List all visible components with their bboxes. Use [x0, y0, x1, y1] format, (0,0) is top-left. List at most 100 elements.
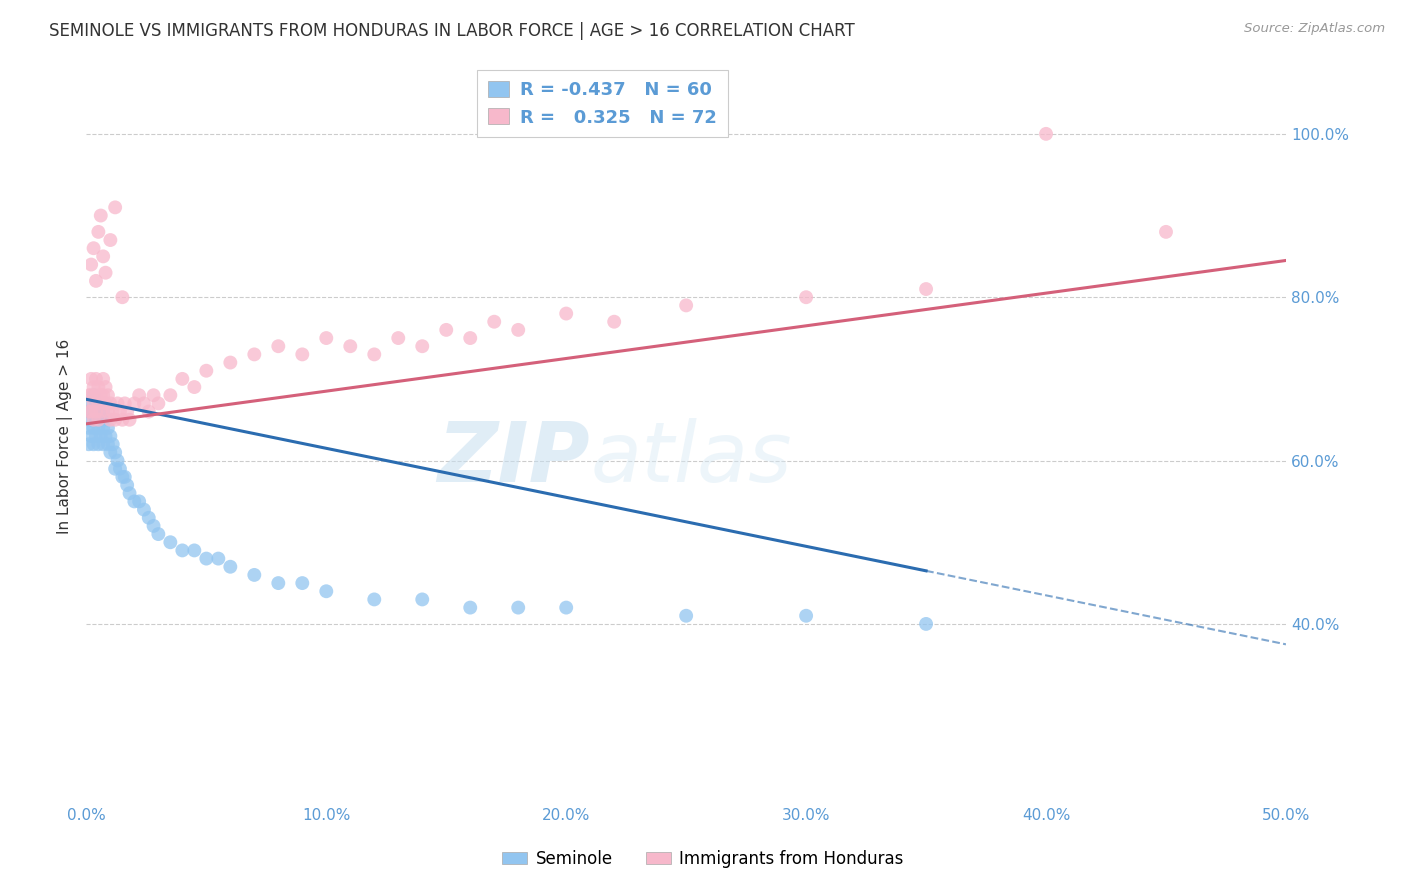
Point: [77, 388, 100, 402]
Point: [80, 413, 103, 427]
Point: [94, 413, 117, 427]
Point: [97, 421, 120, 435]
Text: ZIP: ZIP: [437, 417, 591, 499]
Point: [108, 461, 131, 475]
Point: [315, 584, 337, 599]
Point: [183, 380, 205, 394]
Point: [315, 331, 337, 345]
Point: [172, 372, 194, 386]
Point: [77, 421, 100, 435]
Point: [291, 347, 314, 361]
Point: [80, 258, 103, 272]
Point: [80, 404, 103, 418]
Point: [91, 249, 114, 263]
Point: [94, 266, 117, 280]
Point: [83, 388, 105, 402]
Point: [90, 209, 112, 223]
Point: [91, 404, 114, 418]
Point: [84, 274, 107, 288]
Point: [555, 307, 578, 321]
Text: SEMINOLE VS IMMIGRANTS FROM HONDURAS IN LABOR FORCE | AGE > 16 CORRELATION CHART: SEMINOLE VS IMMIGRANTS FROM HONDURAS IN …: [49, 22, 855, 40]
Point: [195, 364, 218, 378]
Point: [291, 576, 314, 591]
Point: [90, 404, 112, 418]
Point: [142, 388, 165, 402]
Point: [91, 437, 114, 451]
Point: [363, 592, 385, 607]
Point: [104, 461, 127, 475]
Point: [80, 396, 103, 410]
Point: [87, 225, 110, 239]
Point: [101, 404, 124, 418]
Point: [124, 396, 146, 410]
Point: [98, 396, 121, 410]
Point: [107, 453, 129, 467]
Point: [90, 388, 112, 402]
Point: [124, 494, 146, 508]
Point: [267, 576, 290, 591]
Point: [94, 396, 117, 410]
Point: [387, 331, 409, 345]
Point: [83, 413, 105, 427]
Point: [1154, 225, 1177, 239]
Point: [87, 413, 110, 427]
Point: [219, 355, 242, 369]
Point: [91, 372, 114, 386]
Point: [83, 404, 105, 418]
Point: [98, 429, 121, 443]
Point: [148, 527, 170, 541]
Point: [77, 404, 100, 418]
Text: Source: ZipAtlas.com: Source: ZipAtlas.com: [1244, 22, 1385, 36]
Point: [128, 494, 150, 508]
Point: [77, 437, 100, 451]
Point: [83, 437, 105, 451]
Point: [104, 200, 127, 214]
Point: [83, 421, 105, 435]
Y-axis label: In Labor Force | Age > 16: In Labor Force | Age > 16: [58, 338, 73, 533]
Point: [508, 323, 530, 337]
Point: [118, 413, 141, 427]
Legend: Seminole, Immigrants from Honduras: Seminole, Immigrants from Honduras: [495, 844, 911, 875]
Point: [83, 241, 105, 255]
Point: [97, 404, 120, 418]
Point: [80, 388, 103, 402]
Point: [97, 388, 120, 402]
Point: [115, 404, 138, 418]
Point: [411, 339, 433, 353]
Point: [243, 568, 266, 582]
Point: [207, 551, 229, 566]
Point: [104, 413, 127, 427]
Point: [114, 396, 136, 410]
Point: [411, 592, 433, 607]
Point: [195, 551, 218, 566]
Legend: R = -0.437   N = 60, R =   0.325   N = 72: R = -0.437 N = 60, R = 0.325 N = 72: [477, 70, 728, 137]
Point: [484, 315, 506, 329]
Point: [91, 388, 114, 402]
Point: [98, 445, 121, 459]
Point: [111, 470, 134, 484]
Point: [94, 429, 117, 443]
Point: [84, 396, 107, 410]
Point: [108, 404, 131, 418]
Point: [219, 559, 242, 574]
Point: [84, 372, 107, 386]
Point: [267, 339, 290, 353]
Point: [80, 372, 103, 386]
Point: [363, 347, 385, 361]
Point: [77, 404, 100, 418]
Point: [172, 543, 194, 558]
Point: [458, 331, 481, 345]
Point: [555, 600, 578, 615]
Point: [132, 502, 155, 516]
Point: [508, 600, 530, 615]
Point: [83, 396, 105, 410]
Point: [138, 404, 160, 418]
Point: [80, 429, 103, 443]
Point: [104, 445, 127, 459]
Point: [603, 315, 626, 329]
Point: [91, 421, 114, 435]
Point: [90, 429, 112, 443]
Point: [84, 404, 107, 418]
Point: [83, 380, 105, 394]
Point: [107, 396, 129, 410]
